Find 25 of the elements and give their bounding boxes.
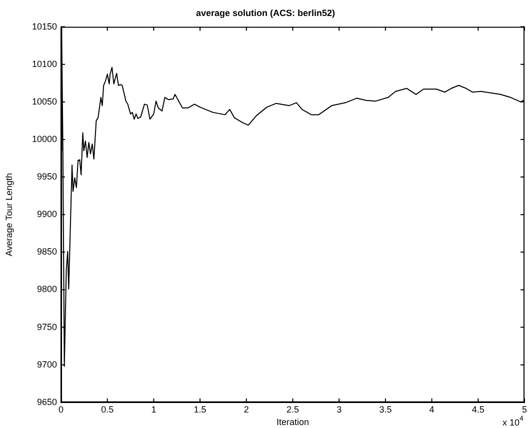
y-tick-label: 9800 [36,284,57,294]
y-tick-label: 9700 [36,359,57,370]
y-tick-label: 10150 [32,21,57,32]
x-tick-label: 0.5 [101,404,114,414]
y-tick-label: 10050 [32,96,57,106]
y-tick-label: 9750 [36,322,57,332]
y-tick-label: 9900 [36,209,57,220]
y-tick-label: 9650 [36,396,57,407]
x-axis-title: Iteration [276,417,310,428]
y-axis-title: Average Tour Length [4,172,14,256]
y-tick-label: 10100 [32,58,57,69]
y-tick-label: 10000 [32,134,57,144]
x-tick-label: 1.5 [194,404,206,414]
x-tick-label: 3 [336,404,342,414]
x-tick-label: 4.5 [472,404,484,414]
y-tick-label: 9850 [36,246,57,257]
x-tick-label: 0 [58,404,64,414]
x-tick-label: 2 [244,404,249,414]
x-tick-label: 5 [522,404,528,414]
x-tick-label: 3.5 [379,404,392,414]
x-tick-label: 1 [151,404,156,414]
y-tick-label: 9950 [36,172,57,182]
chart-title: average solution (ACS: berlin52) [196,8,336,18]
x-tick-label: 2.5 [286,404,300,414]
x-tick-label: 4 [429,404,434,414]
